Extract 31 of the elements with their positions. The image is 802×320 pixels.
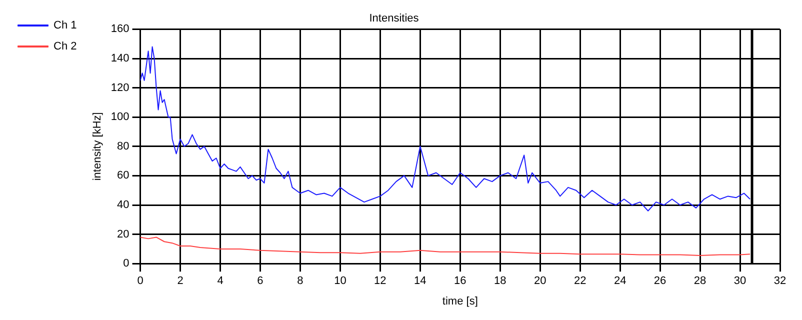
x-tick-label: 26 bbox=[654, 275, 666, 288]
x-tick-label: 18 bbox=[494, 275, 506, 288]
y-tick-label: 140 bbox=[110, 52, 130, 65]
x-tick-label: 32 bbox=[774, 275, 786, 288]
x-tick-label: 24 bbox=[614, 275, 626, 288]
x-tick-label: 10 bbox=[334, 275, 346, 288]
chart-title: Intensities bbox=[369, 12, 420, 25]
x-tick-label: 30 bbox=[734, 275, 746, 288]
x-tick-label: 4 bbox=[217, 275, 224, 288]
y-tick-label: 60 bbox=[117, 170, 130, 182]
x-tick-label: 28 bbox=[694, 275, 706, 288]
y-tick-label: 0 bbox=[123, 258, 130, 270]
x-tick-label: 6 bbox=[257, 275, 264, 288]
y-tick-label: 100 bbox=[110, 111, 130, 124]
y-tick-label: 160 bbox=[110, 23, 130, 36]
x-tick-label: 22 bbox=[574, 275, 586, 288]
y-tick-label: 120 bbox=[110, 82, 130, 94]
y-tick-label: 40 bbox=[117, 199, 130, 212]
x-tick-label: 20 bbox=[534, 275, 546, 288]
x-tick-label: 12 bbox=[374, 275, 386, 288]
x-axis-title: time [s] bbox=[442, 295, 478, 308]
y-tick-label: 80 bbox=[117, 140, 130, 152]
y-axis-title: intensity [kHz] bbox=[91, 112, 104, 181]
x-tick-label: 14 bbox=[414, 275, 426, 288]
y-tick-label: 20 bbox=[117, 228, 130, 240]
x-tick-label: 16 bbox=[454, 275, 466, 288]
legend-label: Ch 2 bbox=[54, 40, 77, 53]
legend-label: Ch 1 bbox=[54, 20, 77, 32]
x-tick-label: 2 bbox=[177, 275, 184, 288]
x-tick-label: 0 bbox=[137, 275, 144, 288]
x-tick-label: 8 bbox=[297, 275, 304, 288]
